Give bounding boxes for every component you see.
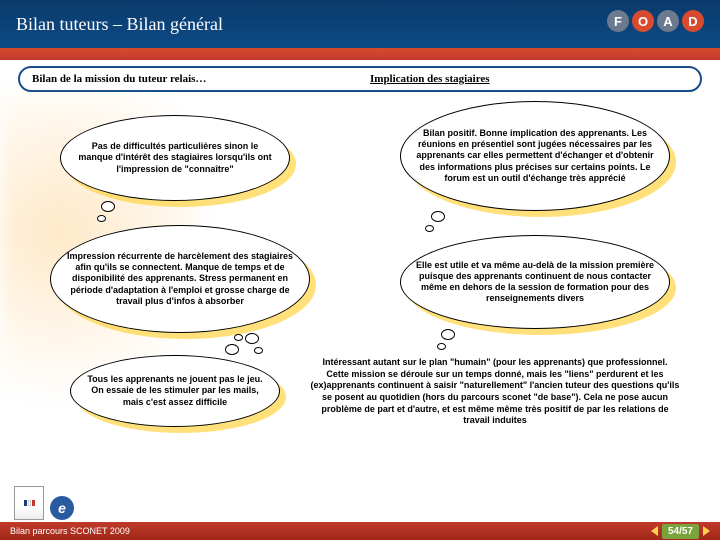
footer-bar: Bilan parcours SCONET 2009 54/57 [0, 522, 720, 540]
header: Bilan tuteurs – Bilan général F O A D [0, 0, 720, 48]
page-number: 54/57 [668, 526, 693, 537]
bubble-text: Pas de difficultés particulières sinon l… [75, 141, 275, 175]
thought-bubble-1: Pas de difficultés particulières sinon l… [60, 115, 290, 201]
thought-bubble-3: Impression récurrente de harcèlement des… [50, 225, 310, 333]
logo-d: D [682, 10, 704, 32]
bubble-text: Bilan positif. Bonne implication des app… [415, 128, 655, 184]
subheader: Bilan de la mission du tuteur relais… Im… [0, 60, 720, 95]
page-indicator: 54/57 [662, 524, 699, 539]
next-arrow-icon[interactable] [703, 526, 710, 536]
header-accent-bar [0, 48, 720, 60]
footer-logos: e [14, 486, 74, 520]
education-logo-icon: e [50, 496, 74, 520]
text-block-6: Intéressant autant sur le plan "humain" … [310, 357, 680, 427]
bubble-text: Elle est utile et va même au-delà de la … [415, 260, 655, 305]
footer-text: Bilan parcours SCONET 2009 [10, 526, 130, 536]
logo-f: F [607, 10, 629, 32]
page-title: Bilan tuteurs – Bilan général [16, 14, 223, 35]
ministry-logo [14, 486, 44, 520]
thought-bubble-2: Bilan positif. Bonne implication des app… [400, 101, 670, 211]
thought-bubble-5: Tous les apprenants ne jouent pas le jeu… [70, 355, 280, 427]
subheader-right: Implication des stagiaires [360, 70, 698, 88]
content-area: Pas de difficultés particulières sinon l… [0, 95, 720, 495]
logo-a: A [657, 10, 679, 32]
subheader-left: Bilan de la mission du tuteur relais… [22, 70, 360, 88]
bubble-text: Tous les apprenants ne jouent pas le jeu… [85, 374, 265, 408]
bubble-text: Impression récurrente de harcèlement des… [65, 251, 295, 307]
logo-o: O [632, 10, 654, 32]
footer: e Bilan parcours SCONET 2009 54/57 [0, 484, 720, 540]
prev-arrow-icon[interactable] [651, 526, 658, 536]
thought-bubble-4: Elle est utile et va même au-delà de la … [400, 235, 670, 329]
header-logo: F O A D [607, 10, 704, 32]
